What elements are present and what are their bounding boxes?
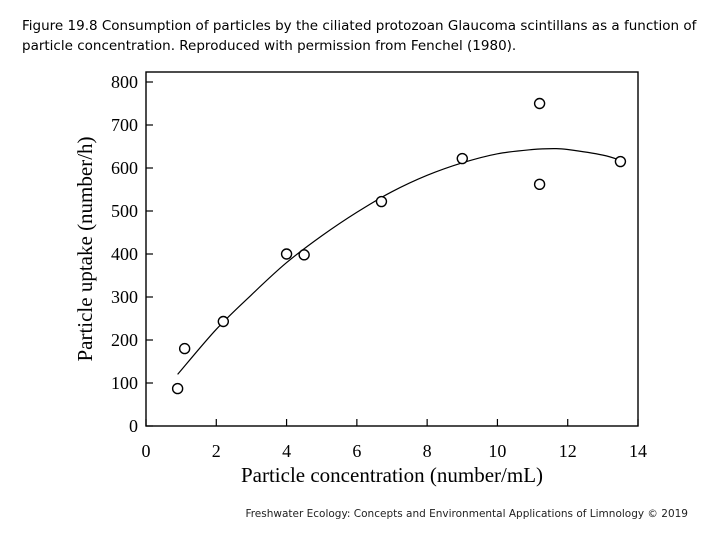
x-tick-label: 4 [282,441,291,461]
y-tick-label: 200 [111,330,138,350]
y-tick-label: 400 [111,244,138,264]
data-point [298,249,310,261]
y-axis-title: Particle uptake (number/h) [73,136,97,361]
y-tick-label: 800 [111,72,138,92]
y-tick-label: 700 [111,115,138,135]
fit-curve [177,147,621,375]
footer-credit: Freshwater Ecology: Concepts and Environ… [245,508,688,520]
data-point [217,315,230,328]
data-point [533,97,546,110]
data-point [171,382,184,395]
data-point [456,152,468,165]
x-tick-label: 12 [559,441,577,461]
x-tick-label: 10 [488,441,506,461]
y-tick-label: 500 [111,201,138,221]
data-point [178,342,191,355]
x-tick-label: 14 [629,441,647,461]
figure-caption: Figure 19.8 Consumption of particles by … [22,18,697,54]
x-tick-label: 0 [142,441,151,461]
x-tick-label: 2 [212,441,221,461]
y-tick-label: 0 [129,416,138,436]
data-point [614,155,627,168]
x-axis-title: Particle concentration (number/mL) [241,463,543,487]
y-tick-label: 100 [111,373,138,393]
plot-frame [145,71,639,427]
data-point [280,248,293,260]
y-tick-label: 300 [111,287,138,307]
x-tick-label: 8 [423,441,432,461]
y-tick-label: 600 [111,158,138,178]
data-point [375,195,388,208]
x-tick-label: 6 [352,441,361,461]
data-point [533,178,546,191]
